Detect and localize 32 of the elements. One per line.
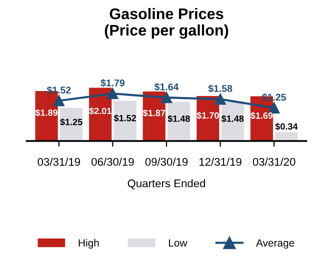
bar — [275, 132, 298, 141]
chart-title: Gasoline Prices (Price per gallon) — [104, 8, 228, 39]
x-tick-label: 03/31/19 — [38, 158, 80, 166]
legend-label: High — [78, 238, 99, 249]
data-label: $1.89 — [35, 109, 58, 116]
point — [107, 88, 118, 100]
data-label: $1.70 — [196, 112, 219, 120]
data-label: $1.48 — [168, 115, 190, 122]
data-label: $1.25 — [262, 93, 286, 102]
point — [268, 102, 280, 114]
x-axis-title: Quarters Ended — [128, 179, 206, 190]
point — [214, 94, 226, 105]
legend-label: Average — [256, 239, 294, 249]
legend-label: Low — [168, 239, 188, 247]
data-label: $1.52 — [114, 114, 136, 122]
data-label: $1.52 — [46, 86, 71, 94]
point — [53, 95, 64, 106]
data-label: $1.69 — [250, 112, 273, 120]
bar — [114, 100, 136, 141]
x-tick-label: 12/31/19 — [200, 158, 242, 166]
x-tick-label: 06/30/19 — [92, 158, 134, 166]
data-label: $1.79 — [100, 79, 125, 87]
data-label: $2.01 — [89, 107, 112, 115]
x-tick-label: 09/30/19 — [145, 158, 188, 166]
data-label: $1.64 — [154, 83, 179, 91]
data-label: $1.87 — [142, 109, 166, 117]
data-label: $1.48 — [221, 115, 244, 122]
data-label: $1.58 — [208, 84, 232, 93]
point — [160, 92, 172, 104]
data-label: $0.34 — [275, 122, 298, 130]
data-label: $1.25 — [60, 118, 82, 126]
x-tick-label: 03/31/20 — [252, 158, 296, 166]
